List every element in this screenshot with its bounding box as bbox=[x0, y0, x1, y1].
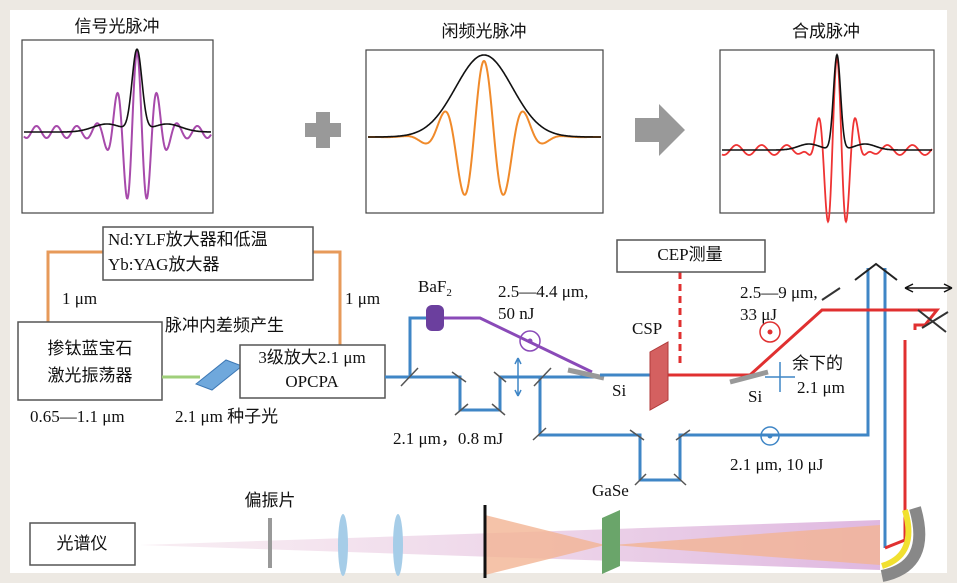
box-text: 3级放大2.1 μm bbox=[258, 348, 365, 367]
label: 2.1 μm，0.8 mJ bbox=[393, 429, 504, 448]
lens bbox=[393, 514, 403, 576]
label: CSP bbox=[632, 319, 662, 338]
label: 50 nJ bbox=[498, 304, 535, 323]
idler-panel bbox=[366, 50, 603, 213]
polarization-dot bbox=[768, 434, 773, 439]
csp-plate bbox=[650, 342, 668, 410]
label: 33 μJ bbox=[740, 305, 777, 324]
baf2-crystal bbox=[426, 305, 444, 331]
sum-panel bbox=[720, 50, 934, 213]
label: 0.65—1.1 μm bbox=[30, 407, 125, 426]
label: 2.1 μm bbox=[797, 378, 845, 397]
panel-title: 合成脉冲 bbox=[792, 22, 860, 41]
label: Si bbox=[612, 381, 626, 400]
diagram: 信号光脉冲 闲频光脉冲 合成脉冲 Nd:YLF放大器和低温 Yb:YAG放大器 … bbox=[0, 0, 957, 583]
label: 余下的 bbox=[792, 354, 843, 373]
box-text: CEP测量 bbox=[657, 245, 722, 264]
polarization-dot bbox=[768, 330, 773, 335]
box-text: 激光振荡器 bbox=[48, 366, 133, 385]
box-text: Nd:YLF放大器和低温 bbox=[108, 230, 268, 249]
label: GaSe bbox=[592, 481, 629, 500]
label: 2.5—4.4 μm, bbox=[498, 282, 588, 301]
label: 脉冲内差频产生 bbox=[165, 316, 284, 335]
label: 1 μm bbox=[62, 289, 97, 308]
label: Si bbox=[748, 387, 762, 406]
panel-title: 闲频光脉冲 bbox=[442, 22, 527, 41]
lens bbox=[338, 514, 348, 576]
box-text: 掺钛蓝宝石 bbox=[48, 339, 133, 358]
label: 2.1 μm 种子光 bbox=[175, 407, 278, 426]
label: 1 μm bbox=[345, 289, 380, 308]
label: 2.1 μm, 10 μJ bbox=[730, 455, 824, 474]
label: 2.5—9 μm, bbox=[740, 283, 818, 302]
gase-crystal bbox=[602, 510, 620, 574]
panel-title: 信号光脉冲 bbox=[75, 17, 160, 36]
oscillator-box bbox=[18, 322, 162, 400]
box-text: 光谱仪 bbox=[57, 534, 108, 553]
box-text: OPCPA bbox=[285, 372, 339, 391]
label: 偏振片 bbox=[245, 491, 296, 510]
box-text: Yb:YAG放大器 bbox=[108, 255, 219, 274]
polarization-dot bbox=[528, 339, 533, 344]
